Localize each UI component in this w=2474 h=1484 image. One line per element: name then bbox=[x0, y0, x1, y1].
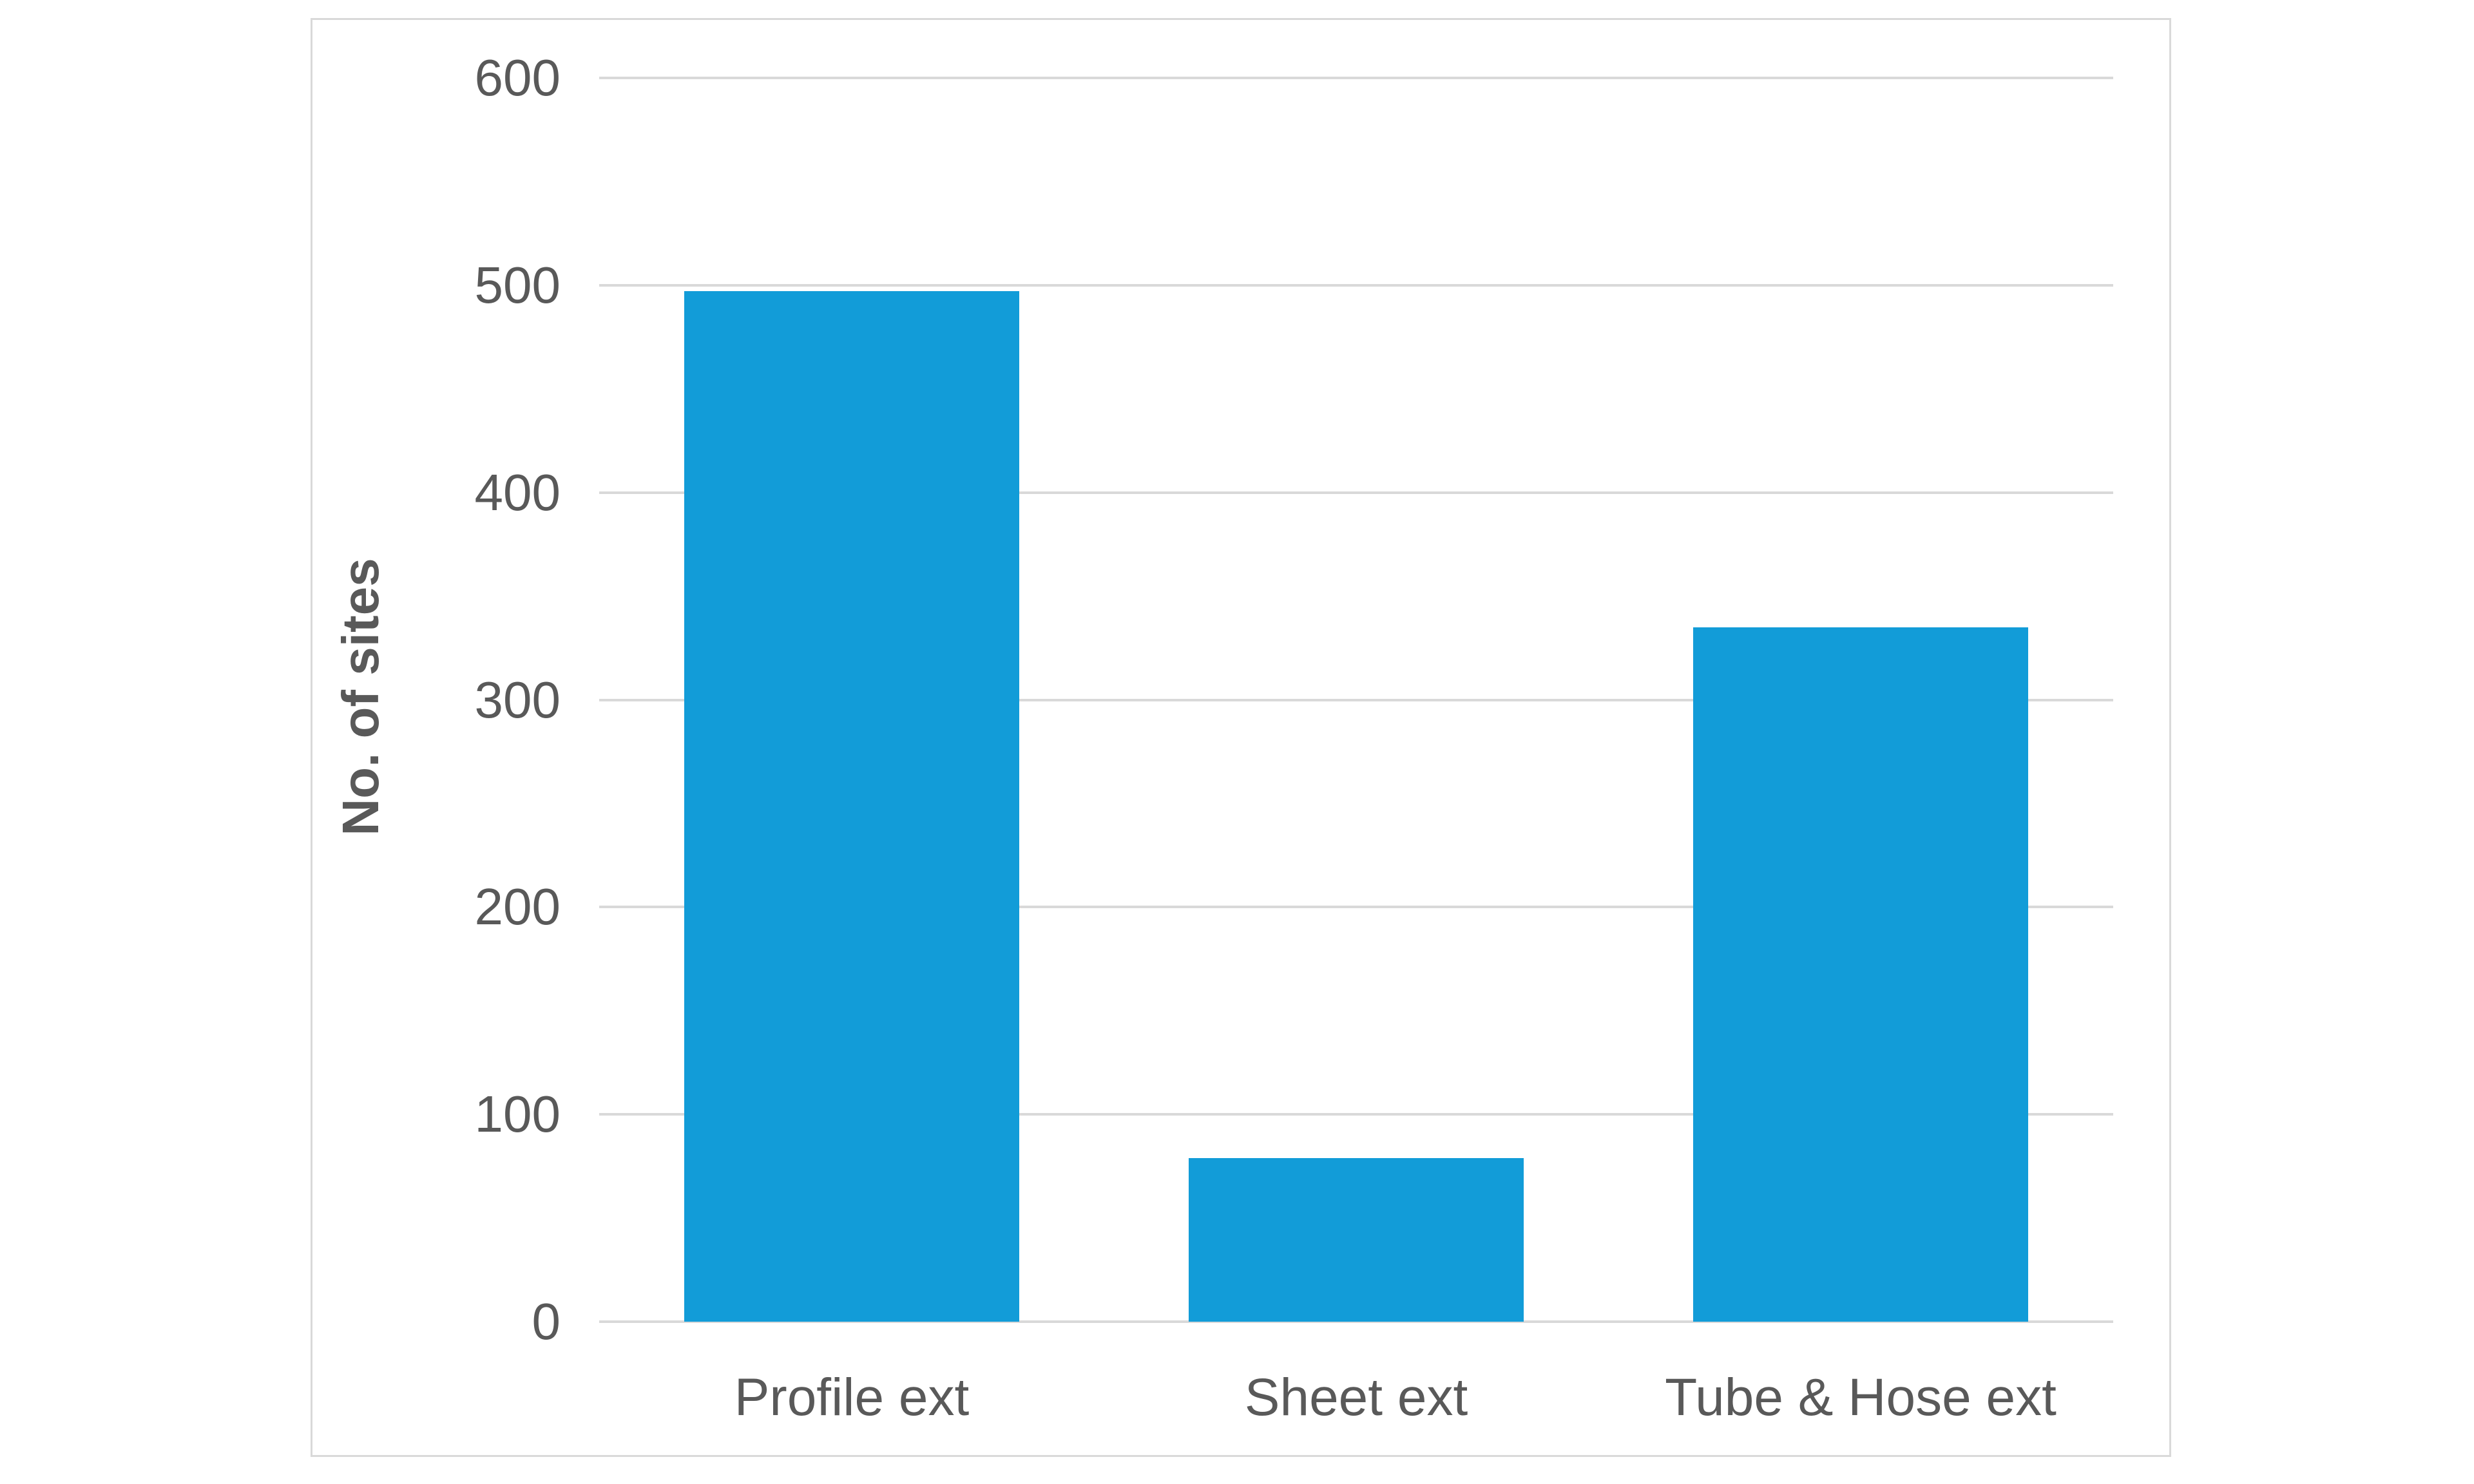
x-category-label-sheet-ext: Sheet ext bbox=[1244, 1368, 1468, 1427]
y-tick-label-0: 0 bbox=[532, 1293, 561, 1350]
y-tick-label-500: 500 bbox=[474, 256, 561, 314]
y-tick-label-300: 300 bbox=[474, 671, 561, 728]
gridline-y-400 bbox=[599, 491, 2113, 494]
bar-tube-hose-ext bbox=[1693, 627, 2028, 1322]
gridline-y-100 bbox=[599, 1113, 2113, 1116]
gridline-y-500 bbox=[599, 284, 2113, 287]
y-tick-label-600: 600 bbox=[474, 49, 561, 106]
x-category-label-tube-hose-ext: Tube & Hose ext bbox=[1665, 1368, 2057, 1427]
plot-area bbox=[599, 77, 2113, 1323]
bar-profile-ext bbox=[684, 291, 1019, 1322]
gridline-y-600 bbox=[599, 77, 2113, 79]
gridline-y-200 bbox=[599, 906, 2113, 908]
x-category-label-profile-ext: Profile ext bbox=[734, 1368, 970, 1427]
y-tick-label-100: 100 bbox=[474, 1085, 561, 1143]
gridline-y-300 bbox=[599, 699, 2113, 701]
gridline-y-0 bbox=[599, 1320, 2113, 1323]
y-tick-label-200: 200 bbox=[474, 878, 561, 935]
y-tick-label-400: 400 bbox=[474, 464, 561, 521]
bar-sheet-ext bbox=[1189, 1158, 1524, 1322]
